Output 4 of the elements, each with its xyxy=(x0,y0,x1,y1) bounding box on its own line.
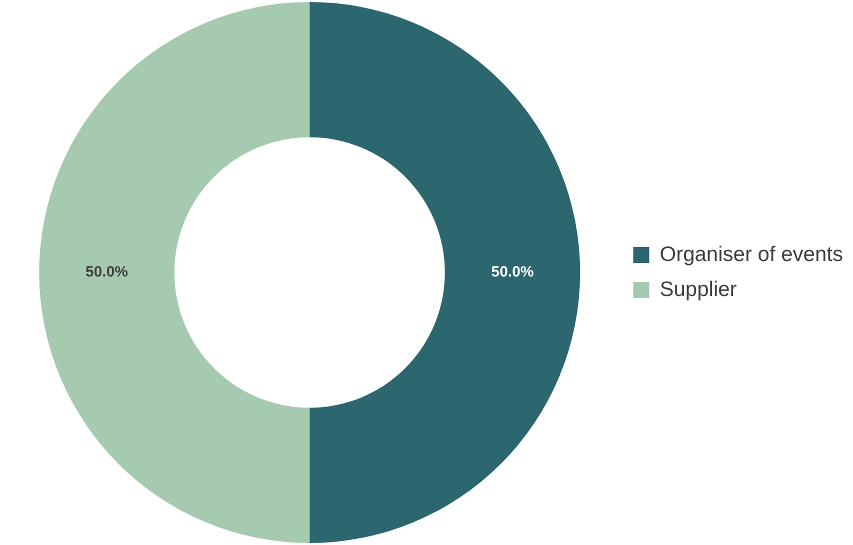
data-label: 50.0% xyxy=(491,264,534,281)
legend-label: Organiser of events xyxy=(660,242,844,266)
data-label: 50.0% xyxy=(85,264,128,281)
legend-label: Supplier xyxy=(660,278,737,301)
